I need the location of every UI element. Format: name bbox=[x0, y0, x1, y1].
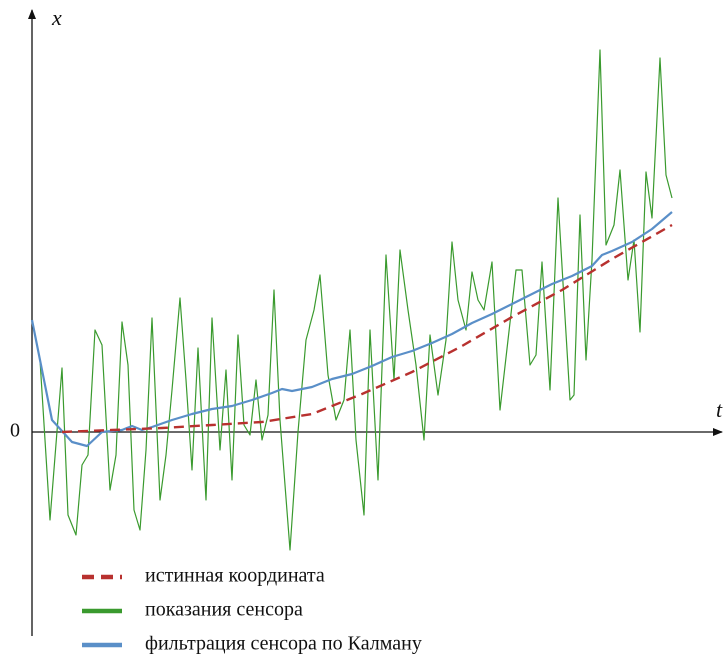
plot-area: x t 0 bbox=[10, 5, 723, 636]
legend-label: показания сенсора bbox=[145, 599, 303, 621]
y-tick-label: 0 bbox=[10, 420, 20, 442]
legend-label: истинная координата bbox=[145, 565, 325, 587]
series-line bbox=[30, 211, 673, 448]
series-line bbox=[31, 49, 673, 551]
legend: истинная координата показания сенсора филь… bbox=[82, 565, 422, 655]
y-axis-label: x bbox=[51, 5, 62, 30]
series-line bbox=[61, 223, 673, 434]
legend-label: фильтрация сенсора по Калману bbox=[145, 633, 422, 655]
x-axis-label: t bbox=[716, 397, 723, 422]
